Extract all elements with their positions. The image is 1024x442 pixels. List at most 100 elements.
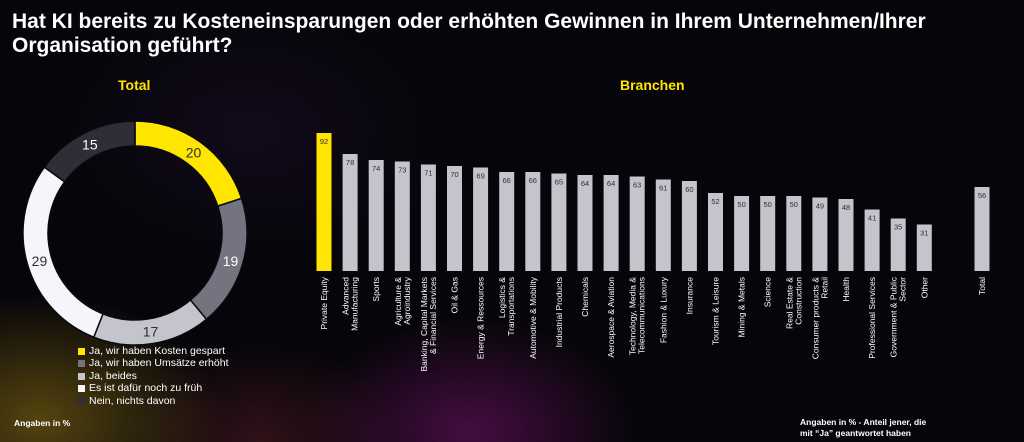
bar bbox=[473, 167, 489, 271]
bar-value-label: 31 bbox=[920, 229, 928, 238]
legend-item: Ja, beides bbox=[78, 370, 228, 382]
bar-value-label: 56 bbox=[978, 191, 986, 200]
category-label: Technology, Media & bbox=[628, 277, 638, 356]
category-label: Government & Public bbox=[889, 276, 899, 357]
category-label: Oil & Gas bbox=[450, 277, 460, 313]
bar-value-label: 61 bbox=[659, 184, 667, 193]
donut-value-label: 29 bbox=[32, 253, 48, 269]
category-label: Insurance bbox=[684, 277, 694, 315]
category-label: Agriculture & bbox=[393, 277, 403, 326]
bar-value-label: 50 bbox=[764, 200, 772, 209]
bar-value-label: 70 bbox=[450, 170, 458, 179]
bar-value-label: 64 bbox=[607, 179, 615, 188]
bar bbox=[368, 160, 384, 271]
chart-title: Hat KI bereits zu Kosteneinsparungen ode… bbox=[12, 10, 926, 57]
bar bbox=[629, 176, 645, 271]
bar-value-label: 63 bbox=[633, 181, 641, 190]
category-label: Automotive & Mobility bbox=[528, 276, 538, 358]
bar-value-label: 64 bbox=[581, 179, 589, 188]
bar-value-label: 66 bbox=[529, 176, 537, 185]
bar bbox=[499, 172, 515, 271]
legend-label: Ja, beides bbox=[89, 369, 137, 382]
bar-value-label: 50 bbox=[790, 200, 798, 209]
bar bbox=[420, 164, 436, 271]
bar bbox=[342, 154, 358, 271]
bar-value-label: 65 bbox=[555, 178, 563, 187]
donut-value-label: 19 bbox=[223, 253, 239, 269]
category-label: Sector bbox=[898, 277, 908, 302]
bar bbox=[974, 187, 990, 271]
bar-value-label: 92 bbox=[320, 137, 328, 146]
legend-swatch bbox=[78, 384, 85, 392]
category-label: Chemicals bbox=[580, 277, 590, 317]
legend-swatch bbox=[78, 372, 85, 380]
bar-value-label: 52 bbox=[711, 197, 719, 206]
bar bbox=[603, 175, 619, 271]
category-label: Logistics & bbox=[497, 277, 507, 318]
bar-value-label: 49 bbox=[816, 202, 824, 211]
category-label: Industrial Products bbox=[554, 277, 564, 347]
bar bbox=[786, 196, 802, 271]
bar-value-label: 73 bbox=[398, 166, 406, 175]
category-label: Transportations bbox=[506, 277, 516, 336]
donut-value-label: 20 bbox=[186, 145, 202, 161]
category-label: Total bbox=[977, 277, 987, 295]
bar-value-label: 48 bbox=[842, 203, 850, 212]
donut-legend: Ja, wir haben Kosten gespart Ja, wir hab… bbox=[78, 345, 228, 407]
bar bbox=[890, 218, 906, 271]
category-label: Energy & Ressources bbox=[476, 277, 486, 359]
category-label: Telecommunications bbox=[637, 277, 647, 354]
legend-item: Ja, wir haben Kosten gespart bbox=[78, 345, 228, 357]
bar bbox=[812, 197, 828, 271]
footnote-right: Angaben in % - Anteil jener, die mit “Ja… bbox=[800, 417, 1000, 438]
legend-label: Nein, nichts davon bbox=[89, 394, 176, 407]
bar bbox=[525, 172, 541, 271]
footnote-left: Angaben in % bbox=[14, 418, 71, 428]
bar-value-label: 35 bbox=[894, 223, 902, 232]
bar bbox=[551, 173, 567, 271]
category-label: Aerospace & Aviation bbox=[606, 277, 616, 358]
bar-value-label: 41 bbox=[868, 214, 876, 223]
category-label: Retail bbox=[819, 277, 829, 299]
bar-value-label: 50 bbox=[737, 200, 745, 209]
bar-value-label: 78 bbox=[346, 158, 354, 167]
footnote-right-line1: Angaben in % - Anteil jener, die bbox=[800, 417, 927, 427]
legend-label: Es ist dafür noch zu früh bbox=[89, 382, 203, 395]
bar-value-label: 66 bbox=[503, 176, 511, 185]
category-label: Fashion & Luxury bbox=[658, 276, 668, 343]
total-heading: Total bbox=[118, 77, 151, 93]
legend-label: Ja, wir haben Kosten gespart bbox=[89, 345, 225, 357]
category-label: Banking, Capital Markets bbox=[419, 277, 429, 372]
bar-value-label: 60 bbox=[685, 185, 693, 194]
category-label: Professional Services bbox=[867, 277, 877, 359]
legend-item: Nein, nichts davon bbox=[78, 395, 228, 407]
category-label: Other bbox=[919, 277, 929, 298]
bar bbox=[708, 193, 723, 271]
bar bbox=[655, 179, 671, 271]
legend-swatch bbox=[78, 397, 85, 405]
category-label: Consumer products & bbox=[810, 277, 820, 360]
bar bbox=[577, 175, 593, 271]
bar-value-label: 71 bbox=[424, 169, 432, 178]
bar-value-label: 69 bbox=[476, 172, 484, 181]
category-label: Advanced bbox=[341, 277, 351, 315]
bar bbox=[394, 161, 410, 271]
donut-value-label: 17 bbox=[143, 323, 159, 339]
category-label: Tourism & Leisure bbox=[711, 277, 721, 345]
category-label: Private Equity bbox=[319, 276, 329, 329]
category-label: Mining & Metals bbox=[737, 277, 747, 337]
bar-value-label: 74 bbox=[372, 164, 380, 173]
bar bbox=[681, 181, 697, 271]
category-label: Real Estate & bbox=[784, 277, 794, 329]
legend-item: Es ist dafür noch zu früh bbox=[78, 382, 228, 394]
legend-label: Ja, wir haben Umsätze erhöht bbox=[89, 357, 229, 370]
legend-swatch bbox=[78, 347, 85, 355]
branchen-heading: Branchen bbox=[620, 77, 685, 93]
donut-slice bbox=[43, 120, 136, 183]
category-label: Agroindustry bbox=[402, 276, 412, 324]
footnote-right-line2: mit “Ja” geantwortet haben bbox=[800, 427, 911, 438]
category-label: Construction bbox=[793, 277, 803, 325]
bar bbox=[447, 166, 462, 271]
category-label: Manufacturing bbox=[350, 277, 360, 331]
